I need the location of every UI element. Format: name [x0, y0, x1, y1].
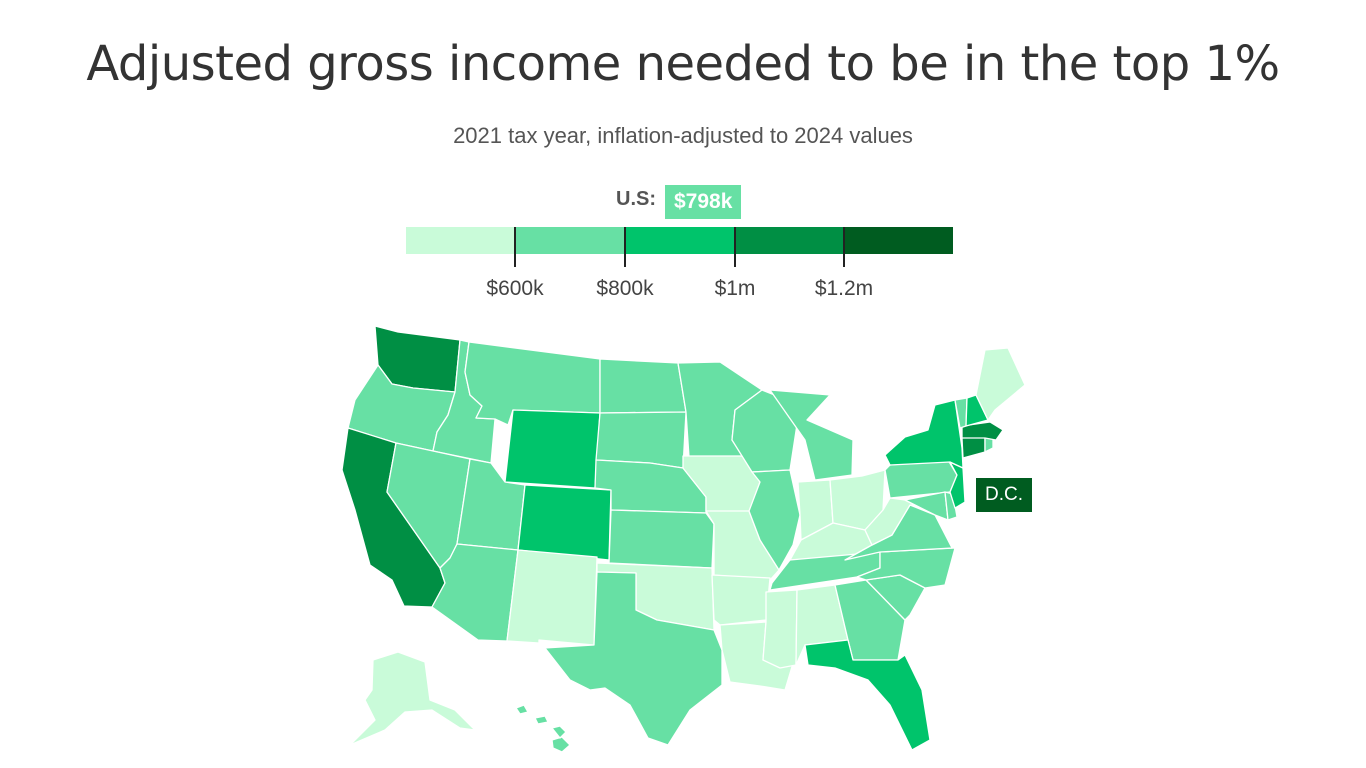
chart-subtitle: 2021 tax year, inflation-adjusted to 202…: [453, 123, 913, 148]
legend-bin-1: [406, 227, 516, 254]
national-label: U.S:: [616, 188, 656, 210]
state-colorado[interactable]: [517, 484, 612, 561]
legend-tick: [843, 227, 845, 267]
legend-bin-2: [515, 227, 625, 254]
state-florida[interactable]: [804, 639, 931, 751]
state-texas[interactable]: [544, 571, 723, 746]
state-north-carolina[interactable]: [856, 547, 956, 589]
legend-label-1m: $1m: [714, 277, 756, 300]
state-arkansas[interactable]: [711, 574, 771, 626]
legend-label-600k: $600k: [486, 277, 544, 300]
state-new-mexico[interactable]: [506, 549, 598, 646]
legend-tick: [624, 227, 626, 267]
legend-bin-5: [843, 227, 954, 254]
national-value-badge: $798k: [665, 185, 742, 219]
state-mississippi[interactable]: [762, 589, 798, 669]
state-new-york[interactable]: [884, 399, 964, 469]
state-kansas[interactable]: [608, 509, 715, 569]
state-alaska[interactable]: [349, 651, 476, 746]
color-legend: [406, 227, 954, 254]
legend-tick: [734, 227, 736, 267]
dc-callout: D.C.: [976, 478, 1032, 512]
legend-label-1-2m: $1.2m: [814, 277, 874, 300]
state-hawaii[interactable]: [515, 704, 571, 753]
state-connecticut[interactable]: [961, 435, 986, 459]
state-maine[interactable]: [975, 347, 1026, 421]
state-wyoming[interactable]: [504, 409, 601, 489]
legend-bin-3: [624, 227, 735, 254]
state-illinois[interactable]: [748, 469, 801, 571]
state-massachusetts[interactable]: [961, 421, 1004, 441]
chart-title: Adjusted gross income needed to be in th…: [86, 36, 1280, 92]
state-north-dakota[interactable]: [599, 358, 687, 414]
legend-bin-4: [734, 227, 844, 254]
state-maryland[interactable]: [904, 491, 949, 521]
legend-tick: [514, 227, 516, 267]
legend-label-800k: $800k: [596, 277, 654, 300]
state-south-dakota[interactable]: [595, 411, 687, 469]
state-michigan[interactable]: [769, 389, 854, 481]
